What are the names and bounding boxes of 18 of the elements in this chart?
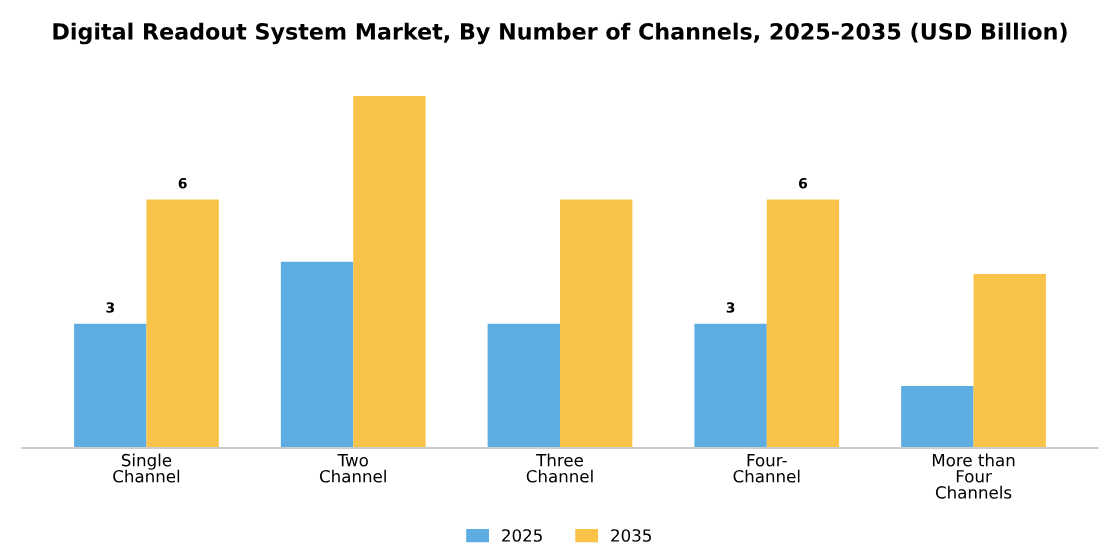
x-tick-label: Three Channel — [526, 453, 593, 483]
bar — [146, 199, 219, 448]
bar — [694, 323, 767, 448]
bar — [353, 96, 426, 448]
bar — [973, 274, 1046, 448]
bar — [280, 261, 354, 448]
bar — [901, 385, 974, 448]
bar — [560, 199, 633, 448]
x-tick-label: Two Channel — [319, 454, 386, 483]
bar — [766, 199, 840, 448]
x-tick-label: Four- Channel — [733, 454, 800, 483]
x-tick-label: More than Four Channels — [932, 453, 1015, 499]
bar — [74, 323, 147, 448]
legend-label: 2025 — [502, 529, 542, 542]
legend-label: 2035 — [611, 529, 651, 542]
x-tick-label: Single Channel — [113, 453, 180, 483]
bar — [487, 323, 560, 448]
chart-title: Digital Readout System Market, By Number of Channels, 2025-2035 (USD Billion) — [53, 22, 1067, 45]
